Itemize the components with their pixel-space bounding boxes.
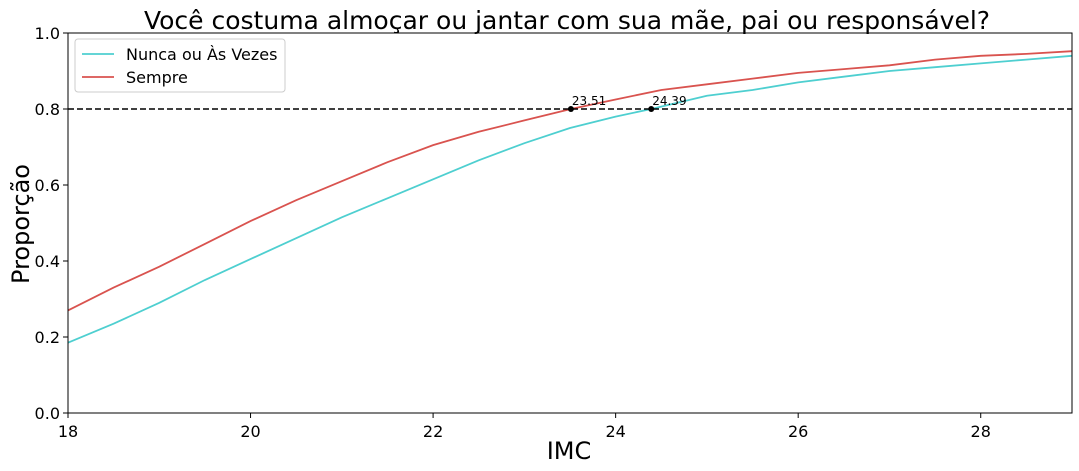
annotation-point-0 <box>567 106 574 112</box>
legend-label-nunca: Nunca ou Às Vezes <box>126 45 277 64</box>
x-tick-label-4: 26 <box>788 422 808 441</box>
y-tick-label-5: 1.0 <box>35 24 60 43</box>
y-tick-label-3: 0.6 <box>35 176 60 195</box>
chart-title: Você costuma almoçar ou jantar com sua m… <box>144 6 990 35</box>
x-tick-label-2: 22 <box>423 422 443 441</box>
y-tick-label-1: 0.2 <box>35 328 60 347</box>
plot-frame <box>67 32 1073 414</box>
legend-frame <box>74 38 286 93</box>
y-tick-label-2: 0.4 <box>35 252 60 271</box>
annotation-label-1: 24.39 <box>652 94 686 108</box>
x-tick-label-3: 24 <box>605 422 625 441</box>
legend: Nunca ou Às Vezes Sempre <box>74 38 286 93</box>
y-axis-label: Proporção <box>7 164 35 284</box>
legend-label-sempre: Sempre <box>126 68 188 87</box>
annotation-label-0: 23.51 <box>572 94 606 108</box>
annotation-point-1 <box>648 106 655 112</box>
x-axis-label: IMC <box>547 437 592 465</box>
x-tick-label-1: 20 <box>240 422 260 441</box>
plot-area: 23.51 24.39 18 20 22 24 26 28 0.0 0.2 0.4 0.6 0.8 1.0 <box>35 24 1073 441</box>
series-line-0 <box>67 54 1073 344</box>
y-tick-label-4: 0.8 <box>35 100 60 119</box>
y-tick-label-0: 0.0 <box>35 404 60 423</box>
x-tick-label-0: 18 <box>58 422 78 441</box>
x-tick-label-5: 28 <box>971 422 991 441</box>
